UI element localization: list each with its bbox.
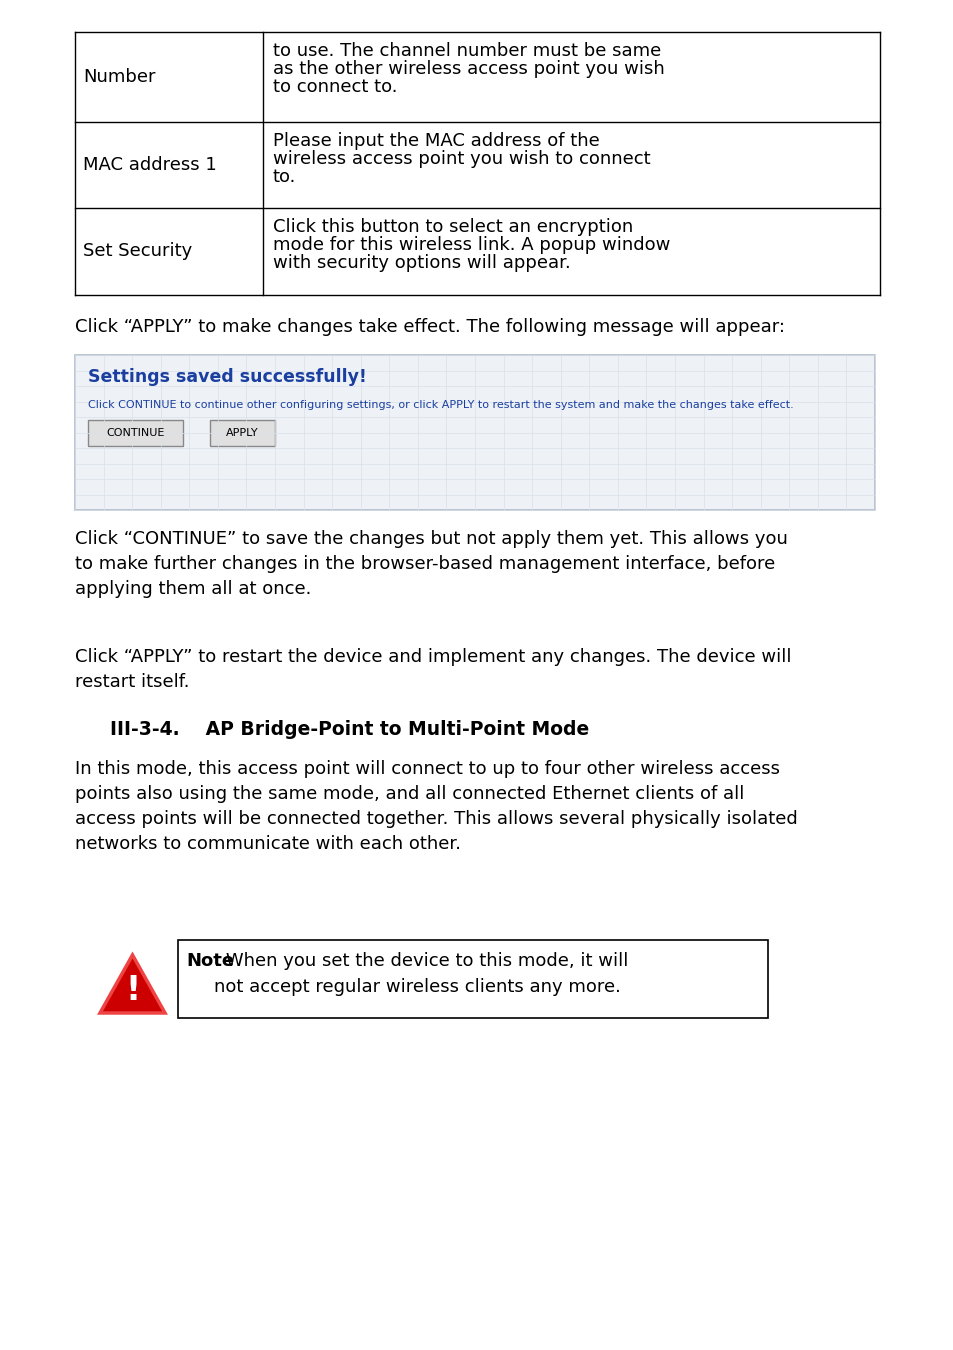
Text: to.: to. bbox=[273, 167, 296, 186]
Text: MAC address 1: MAC address 1 bbox=[83, 157, 216, 174]
Bar bbox=[88, 420, 183, 446]
Text: mode for this wireless link. A popup window: mode for this wireless link. A popup win… bbox=[273, 236, 670, 254]
Bar bbox=[178, 940, 767, 1018]
Text: Click “CONTINUE” to save the changes but not apply them yet. This allows you
to : Click “CONTINUE” to save the changes but… bbox=[75, 531, 787, 598]
Polygon shape bbox=[100, 954, 165, 1012]
Bar bbox=[210, 420, 274, 446]
Text: !: ! bbox=[125, 975, 140, 1007]
Text: In this mode, this access point will connect to up to four other wireless access: In this mode, this access point will con… bbox=[75, 760, 797, 853]
Text: Number: Number bbox=[83, 68, 155, 86]
Text: wireless access point you wish to connect: wireless access point you wish to connec… bbox=[273, 150, 650, 167]
Bar bbox=[75, 355, 874, 510]
Text: Please input the MAC address of the: Please input the MAC address of the bbox=[273, 132, 599, 150]
Text: to connect to.: to connect to. bbox=[273, 78, 397, 96]
Text: III-3-4.    AP Bridge-Point to Multi-Point Mode: III-3-4. AP Bridge-Point to Multi-Point … bbox=[110, 720, 589, 738]
Text: Click “APPLY” to restart the device and implement any changes. The device will
r: Click “APPLY” to restart the device and … bbox=[75, 648, 791, 691]
Text: Set Security: Set Security bbox=[83, 243, 193, 261]
Text: Click CONTINUE to continue other configuring settings, or click APPLY to restart: Click CONTINUE to continue other configu… bbox=[88, 400, 793, 410]
Text: : When you set the device to this mode, it will
not accept regular wireless clie: : When you set the device to this mode, … bbox=[213, 952, 628, 996]
Text: as the other wireless access point you wish: as the other wireless access point you w… bbox=[273, 59, 664, 78]
Text: with security options will appear.: with security options will appear. bbox=[273, 254, 570, 271]
Text: Settings saved successfully!: Settings saved successfully! bbox=[88, 369, 366, 386]
Text: Note: Note bbox=[186, 952, 233, 971]
Text: to use. The channel number must be same: to use. The channel number must be same bbox=[273, 42, 660, 59]
Text: CONTINUE: CONTINUE bbox=[106, 428, 165, 437]
Text: APPLY: APPLY bbox=[226, 428, 258, 437]
Text: Click this button to select an encryption: Click this button to select an encryptio… bbox=[273, 217, 633, 236]
Text: Click “APPLY” to make changes take effect. The following message will appear:: Click “APPLY” to make changes take effec… bbox=[75, 319, 784, 336]
